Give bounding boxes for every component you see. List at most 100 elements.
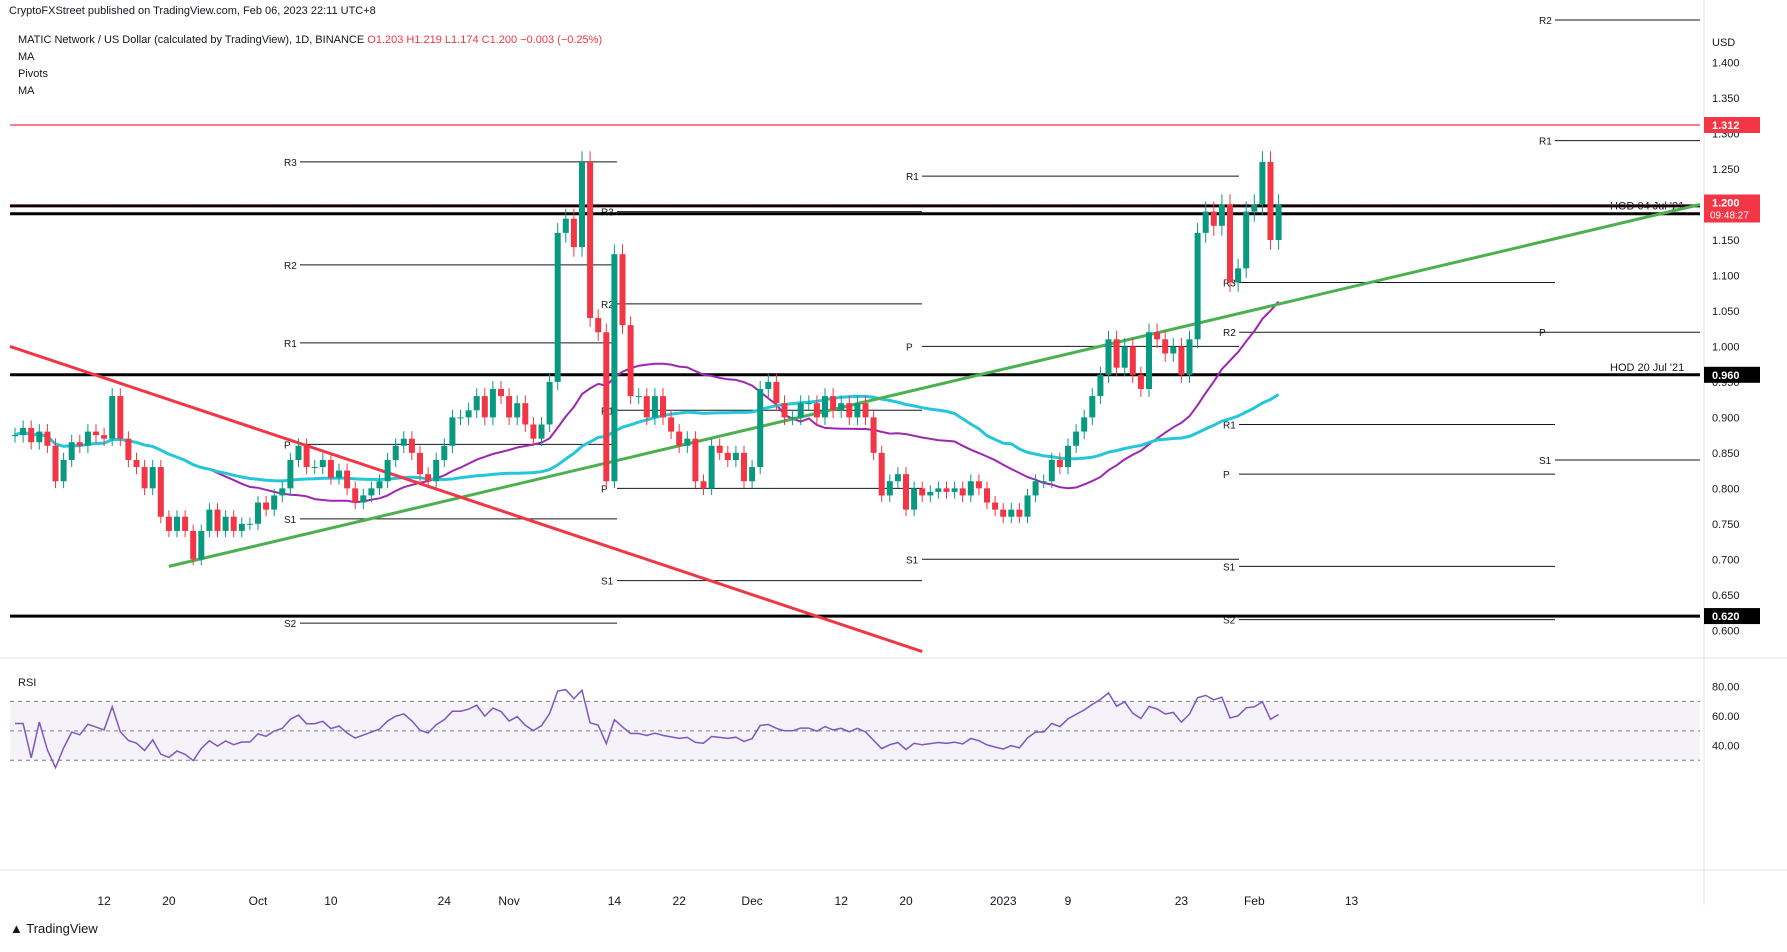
candle	[1024, 488, 1031, 524]
candle	[1243, 201, 1250, 278]
candle	[425, 467, 432, 489]
candle	[765, 373, 772, 397]
candle-body	[311, 467, 318, 469]
candle	[741, 445, 747, 489]
candle	[919, 481, 926, 503]
candle-body	[911, 488, 918, 510]
candle	[1048, 452, 1055, 489]
candle-body	[1129, 346, 1136, 375]
candle	[1227, 194, 1233, 292]
candle	[530, 416, 537, 447]
candle-body	[838, 403, 845, 411]
candle	[984, 481, 990, 510]
candle	[854, 395, 861, 426]
candle	[1259, 151, 1266, 215]
candle-body	[668, 417, 675, 432]
candle	[635, 388, 642, 405]
legend-symbol-row: MATIC Network / US Dollar (calculated by…	[18, 32, 602, 49]
candle-body	[449, 417, 456, 446]
candle	[125, 431, 132, 468]
tradingview-logo[interactable]: ▲ TradingView	[10, 921, 98, 936]
candle-body	[1186, 339, 1193, 375]
candle	[481, 388, 488, 426]
tradingview-logo-icon: ▲	[10, 921, 23, 936]
candle	[603, 323, 610, 489]
candle	[12, 427, 18, 443]
candle	[417, 445, 423, 482]
candle-body	[627, 325, 634, 397]
candle	[360, 488, 367, 510]
pivot-label: R2	[1223, 328, 1236, 339]
candle-body	[741, 452, 747, 482]
candle	[498, 380, 504, 405]
candle	[1040, 474, 1047, 489]
candle	[830, 388, 837, 419]
candle	[1186, 330, 1193, 383]
candle	[1000, 503, 1007, 524]
candle	[1008, 503, 1015, 524]
candle	[1251, 194, 1258, 222]
candle-body	[975, 481, 982, 489]
candle-body	[206, 509, 213, 531]
candle-body	[174, 516, 180, 531]
candle-body	[230, 516, 237, 531]
candle-body	[68, 442, 75, 460]
candle	[1105, 330, 1112, 383]
candle	[660, 388, 666, 426]
candle-body	[822, 396, 828, 418]
candle-body	[1178, 346, 1185, 375]
candle-body	[951, 488, 958, 492]
candle-body	[441, 445, 448, 460]
candle	[28, 420, 35, 450]
candle-body	[1113, 339, 1120, 368]
candle-body	[1073, 431, 1080, 446]
candle	[60, 452, 67, 489]
candle	[190, 524, 197, 566]
candle	[303, 438, 310, 475]
candle	[1154, 323, 1161, 348]
candle	[214, 503, 221, 538]
legend-indicator-ma2[interactable]: MA	[18, 85, 35, 97]
candle-body	[84, 431, 91, 446]
candle	[157, 459, 164, 524]
candle-body	[579, 161, 585, 248]
candle	[279, 481, 286, 503]
candle	[1137, 366, 1144, 397]
pivot-label: S1	[601, 577, 614, 588]
candle-body	[498, 388, 504, 397]
candle-body	[392, 445, 399, 460]
level-label: 0.960	[1712, 370, 1740, 382]
candle-body	[157, 467, 164, 517]
candle-body	[182, 516, 189, 531]
pivot-label: R2	[601, 300, 614, 311]
candle-body	[214, 509, 221, 531]
legend-indicator-pivots[interactable]: Pivots	[18, 68, 48, 80]
candle	[927, 485, 934, 503]
y-tick-label: 0.850	[1712, 448, 1740, 460]
candle-body	[522, 403, 529, 425]
candle-body	[60, 459, 67, 482]
candle-body	[1194, 232, 1201, 340]
candle-body	[255, 502, 261, 524]
candle-body	[805, 403, 812, 405]
level-label-bg	[1704, 608, 1760, 625]
candle	[287, 452, 294, 496]
candle-body	[400, 438, 407, 446]
legend-indicator-ma1[interactable]: MA	[18, 51, 35, 63]
x-tick-label: 20	[162, 894, 176, 908]
candle	[911, 481, 918, 517]
rsi-label: RSI	[18, 677, 36, 689]
x-tick-label: 20	[899, 894, 913, 908]
candle-body	[538, 424, 545, 439]
y-tick-label: 1.150	[1712, 235, 1740, 247]
candle-body	[959, 488, 966, 496]
rsi-tick-label: 80.00	[1712, 682, 1740, 694]
candle-body	[263, 502, 270, 510]
candle-body	[830, 396, 837, 411]
level-label-bg	[1704, 366, 1760, 383]
candle	[473, 388, 480, 419]
candle	[546, 373, 553, 433]
candle	[441, 438, 448, 468]
